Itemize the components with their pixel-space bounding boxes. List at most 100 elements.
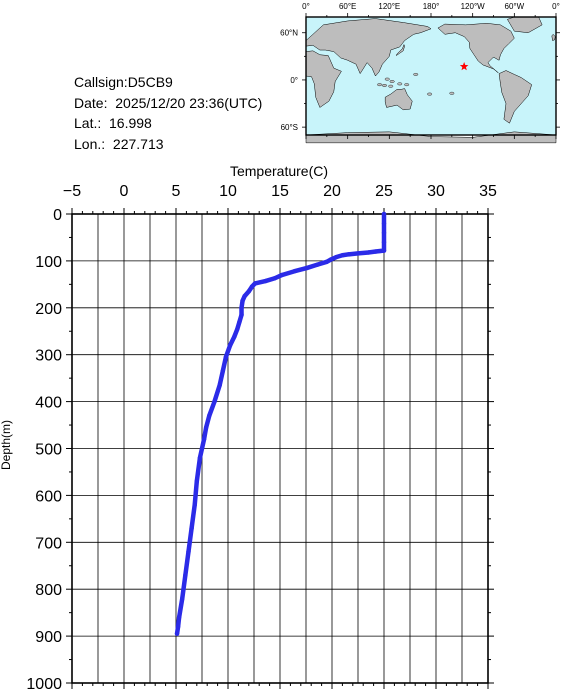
profile-point: [355, 251, 361, 256]
profile-point: [246, 289, 251, 294]
profile-point: [240, 298, 245, 303]
profile-point: [292, 269, 297, 274]
profile-point: [333, 254, 339, 260]
y-tick-label: 0: [53, 207, 62, 224]
profile-point: [235, 326, 240, 332]
y-tick-label: 800: [35, 582, 62, 599]
profile-point: [328, 257, 334, 262]
y-tick-label: 600: [35, 488, 62, 505]
profile-point: [197, 455, 203, 461]
map-labels: 0° 60°E 120°E 180° 120°W 60°W 0° 60°N 0° 60°S: [280, 2, 560, 132]
landmass-north-america: [437, 23, 515, 74]
profile-point: [249, 284, 255, 289]
y-tick-label: 400: [35, 395, 62, 412]
x-tick-labels: −5 0 5 10 15 20 25 30 35: [63, 183, 497, 200]
profile-point: [180, 596, 185, 601]
landmass-eurasia: [305, 18, 432, 77]
profile-point: [252, 281, 258, 286]
y-tick-label: 300: [35, 348, 62, 365]
landmass-africa: [305, 50, 342, 108]
profile-point: [220, 368, 225, 374]
profile-point: [176, 615, 182, 620]
island: [413, 73, 419, 76]
station-marker-icon: [459, 62, 469, 71]
profile-point: [340, 253, 345, 258]
profile-point: [201, 436, 207, 442]
landmass-uk: [551, 33, 556, 41]
x-tick-label: 0: [120, 183, 129, 200]
landmass-australia: [384, 88, 413, 111]
callsign-text: Callsign:D5CB9: [74, 74, 173, 90]
map-lon-label: 60°E: [339, 2, 356, 11]
profile-point: [192, 502, 197, 507]
map-lon-label: 180°: [423, 2, 440, 11]
x-tick-label: 35: [479, 183, 497, 200]
x-tick-label: 30: [427, 183, 445, 200]
profile-point: [174, 631, 180, 636]
x-tick-label: −5: [63, 183, 81, 200]
profile-point: [242, 293, 247, 299]
island: [377, 83, 383, 87]
station-star: [459, 62, 469, 71]
y-tick-label: 900: [35, 629, 62, 646]
station-info: Callsign:D5CB9 Date: 2025/12/20 23:36(UT…: [74, 72, 262, 154]
x-tick-label: 15: [271, 183, 289, 200]
profile-point: [212, 399, 217, 404]
island: [404, 83, 410, 87]
profile-point: [381, 230, 387, 235]
map-lat-label: 60°S: [281, 123, 298, 132]
profile-point: [272, 276, 277, 281]
y-tick-label: 200: [35, 301, 62, 318]
profile-point: [175, 624, 181, 629]
profile-point: [315, 262, 320, 267]
y-tick-label: 100: [35, 254, 62, 271]
y-tick-labels: 0 100 200 300 400 500 600 700 800 900 1000: [26, 207, 62, 690]
map-lon-label: 0°: [552, 2, 560, 11]
map-lon-label: 60°W: [505, 2, 525, 11]
profile-point: [324, 259, 329, 265]
location-map: 0° 60°E 120°E 180° 120°W 60°W 0° 60°N 0° 60°S: [280, 2, 560, 144]
map-frame: [302, 13, 560, 139]
profile-point: [263, 278, 268, 284]
y-tick-label: 700: [35, 535, 62, 552]
profile-point: [189, 526, 194, 531]
profile-point: [304, 265, 310, 271]
longitude-text: Lon.: 227.713: [74, 135, 164, 152]
plot-grid: [72, 214, 488, 683]
island: [384, 77, 390, 81]
x-tick-label: 5: [172, 183, 181, 200]
profile-point: [346, 252, 351, 257]
y-axis-label: Depth(m): [0, 420, 13, 470]
island: [397, 82, 403, 86]
axis-ticks: [66, 208, 494, 689]
map-lon-label: 120°W: [461, 2, 486, 11]
profile-point: [381, 211, 387, 217]
profile-point: [279, 272, 285, 278]
temperature-depth-plot: −5 0 5 10 15 20 25 30 35 01002003004005006007008…: [0, 163, 497, 690]
island: [449, 91, 455, 95]
profile-point: [239, 305, 244, 310]
x-tick-label: 20: [323, 183, 341, 200]
profile-point: [232, 334, 237, 340]
profile-point: [381, 221, 387, 226]
map-lat-label: 0°: [290, 76, 298, 85]
profile-point: [237, 319, 242, 325]
latitude-text: Lat.: 16.998: [74, 115, 152, 131]
island: [382, 84, 387, 87]
profile-point: [223, 354, 229, 360]
x-tick-label: 25: [375, 183, 393, 200]
profile-point: [203, 425, 209, 430]
profile-point: [227, 343, 233, 348]
x-axis-label: Temperature(C): [230, 163, 328, 179]
profile-point: [239, 312, 244, 318]
profile-point: [373, 249, 378, 254]
y-tick-label: 500: [35, 442, 62, 459]
profile-point: [217, 382, 222, 388]
profile-point: [381, 248, 387, 253]
profile-point: [207, 413, 212, 418]
profile-point: [186, 549, 191, 554]
profile-point: [194, 479, 199, 484]
profile-point: [381, 239, 387, 245]
profile-point: [183, 572, 188, 578]
